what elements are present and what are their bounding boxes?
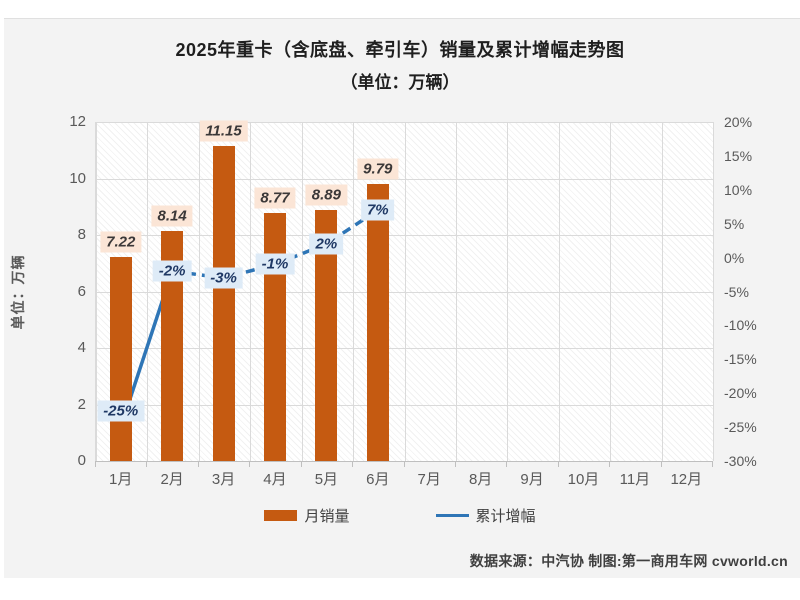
x-axis-tick [300,461,302,467]
legend-item-growth: 累计增幅 [435,505,536,526]
y-axis-right-label: 15% [724,147,753,164]
x-axis-label: 12月 [670,471,703,488]
x-axis-tick [95,461,96,467]
legend: 月销量 累计增幅 [0,505,800,526]
x-axis-tick [454,461,456,467]
line-value-label: 2% [309,233,344,255]
plot-area [95,122,714,462]
x-axis-tick [249,461,251,467]
growth-line [119,208,379,428]
y-axis-left-label: 4 [77,339,86,356]
y-axis-left-label: 6 [77,282,86,300]
bar [366,184,389,461]
y-axis-right-label: -25% [724,419,757,436]
x-axis-tick [197,461,199,467]
left-axis-title: 单位：万辆 [10,254,26,330]
legend-label-growth: 累计增幅 [475,508,536,525]
bar-value-label: 8.89 [305,184,347,206]
bar [161,231,184,461]
legend-label-sales: 月销量 [304,508,350,525]
gridline-vertical [713,122,714,461]
x-axis-label: 5月 [314,471,339,488]
legend-item-sales: 月销量 [264,505,350,526]
chart-subtitle: （单位：万辆） [340,73,460,92]
line-swatch-icon [435,514,469,517]
gridline-vertical [96,122,97,461]
y-axis-right-label: -30% [724,453,757,469]
line-value-label: 7% [360,199,395,221]
bar-value-label: 7.22 [100,231,142,253]
y-axis-right-label: -15% [724,351,757,368]
y-axis-left-label: 0 [77,452,86,469]
bar-swatch-icon [264,510,298,521]
x-axis-label: 1月 [109,471,133,488]
x-axis-tick [609,461,611,467]
x-axis-label: 8月 [468,471,493,488]
source-attribution: 数据来源：中汽协 制图:第一商用车网 cvworld.cn [469,553,788,569]
x-axis-label: 4月 [263,471,287,488]
gridline-vertical [610,122,612,461]
line-value-label: -25% [97,400,145,422]
gridline-vertical [661,122,663,461]
y-axis-left-label: 8 [77,226,86,243]
x-axis-label: 11月 [619,471,651,488]
x-axis-label: 2月 [160,471,184,488]
gridline-vertical [147,122,149,461]
x-axis-tick [146,461,148,467]
bar-value-label: 8.77 [254,187,296,209]
gridline-vertical [455,122,457,461]
x-axis-label: 9月 [520,471,544,488]
x-axis-label: 7月 [417,471,441,488]
line-value-label: -1% [255,253,295,275]
gridline-vertical [250,122,252,461]
y-axis-right-label: 20% [724,114,753,130]
x-axis-tick [352,461,354,467]
y-axis-right-label: -10% [724,317,757,334]
x-axis-label: 3月 [211,471,236,488]
bar [109,257,132,461]
gridline-vertical [404,122,406,461]
gridline-vertical [558,122,560,461]
bar [263,213,286,461]
bar-value-label: 11.15 [199,120,248,142]
chart-title-block: 2025年重卡（含底盘、牵引车）销量及累计增幅走势图 （单位：万辆） [0,36,800,93]
y-axis-right-label: 5% [724,215,745,232]
bar-value-label: 8.14 [151,205,193,227]
y-axis-right-label: 0% [724,249,745,266]
bar [212,146,235,461]
x-axis-tick [506,461,508,467]
x-axis-tick [660,461,662,467]
gridline-vertical [353,122,355,461]
x-axis-tick [557,461,559,467]
gridline-vertical [507,122,509,461]
y-axis-left-label: 2 [77,395,86,413]
y-axis-left-label: 10 [69,169,86,187]
y-axis-left-label: 12 [69,113,86,130]
gridline-vertical [198,122,200,461]
y-axis-right-label: 10% [724,181,753,198]
line-value-label: -2% [152,260,192,282]
x-axis-tick [403,461,405,467]
line-value-label: -3% [204,267,243,289]
bar-value-label: 9.79 [357,158,399,180]
y-axis-right-label: -20% [724,385,757,402]
gridline-vertical [301,122,303,461]
x-axis-tick [712,461,713,467]
x-axis-label: 10月 [567,471,600,488]
y-axis-right-label: -5% [724,283,749,300]
chart-title: 2025年重卡（含底盘、牵引车）销量及累计增幅走势图 [175,40,625,60]
bar [315,209,338,461]
x-axis-label: 6月 [366,471,390,488]
